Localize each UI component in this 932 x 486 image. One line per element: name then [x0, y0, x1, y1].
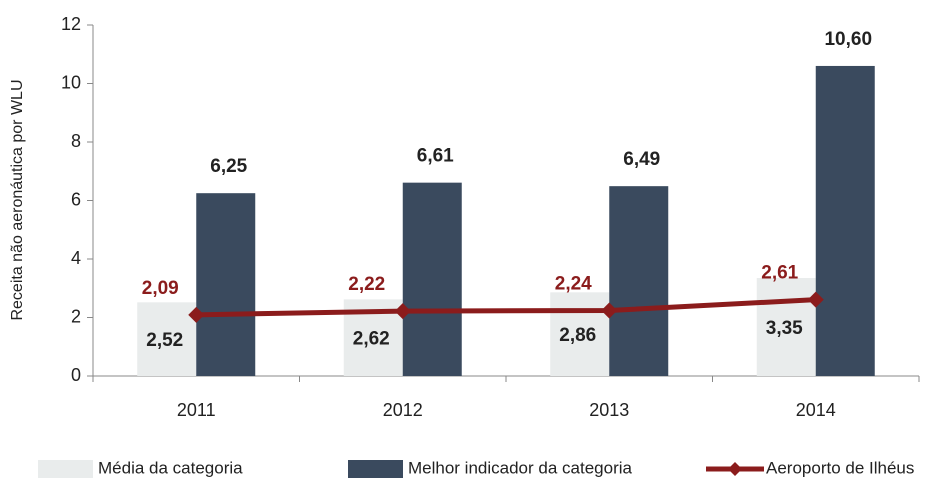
data-label: 3,35	[766, 318, 803, 339]
line-marker	[601, 302, 618, 319]
bar	[756, 278, 816, 376]
x-tick-label: 2013	[589, 400, 629, 420]
data-label: 6,49	[623, 149, 660, 170]
data-label: 2,86	[559, 325, 596, 346]
bar	[550, 292, 610, 376]
y-tick-label: 4	[71, 248, 81, 268]
data-label: 2,61	[761, 263, 798, 284]
legend-swatch	[38, 460, 93, 478]
y-tick-label: 8	[71, 131, 81, 151]
legend-swatch	[728, 462, 742, 476]
bar	[609, 186, 669, 376]
data-label: 2,09	[142, 278, 179, 299]
data-label: 2,24	[555, 273, 592, 294]
y-axis-label: Receita não aeronáutica por WLU	[9, 79, 26, 320]
y-tick-label: 0	[71, 365, 81, 385]
bar	[196, 193, 256, 376]
bar	[137, 302, 197, 376]
data-label: 2,22	[348, 274, 385, 295]
data-label: 10,60	[824, 29, 872, 50]
x-tick-label: 2014	[796, 400, 836, 420]
y-tick-label: 10	[61, 72, 81, 92]
bar	[815, 65, 875, 376]
legend-label: Média da categoria	[98, 458, 243, 477]
line	[196, 297, 816, 318]
data-label: 2,52	[146, 330, 183, 351]
y-tick-label: 6	[71, 189, 81, 209]
line-marker	[188, 306, 205, 323]
y-tick-label: 12	[61, 14, 81, 34]
legend-label: Aeroporto de Ilhéus	[766, 458, 914, 477]
legend-swatch	[348, 460, 403, 478]
data-label: 6,25	[210, 156, 247, 177]
y-tick-label: 2	[71, 306, 81, 326]
x-tick-label: 2012	[383, 400, 423, 420]
x-tick-label: 2011	[177, 400, 216, 420]
legend-label: Melhor indicador da categoria	[408, 458, 633, 477]
line-marker	[394, 303, 411, 320]
data-label: 2,62	[353, 329, 390, 350]
bar	[402, 182, 462, 376]
line-marker	[807, 291, 824, 308]
data-label: 6,61	[417, 146, 454, 167]
